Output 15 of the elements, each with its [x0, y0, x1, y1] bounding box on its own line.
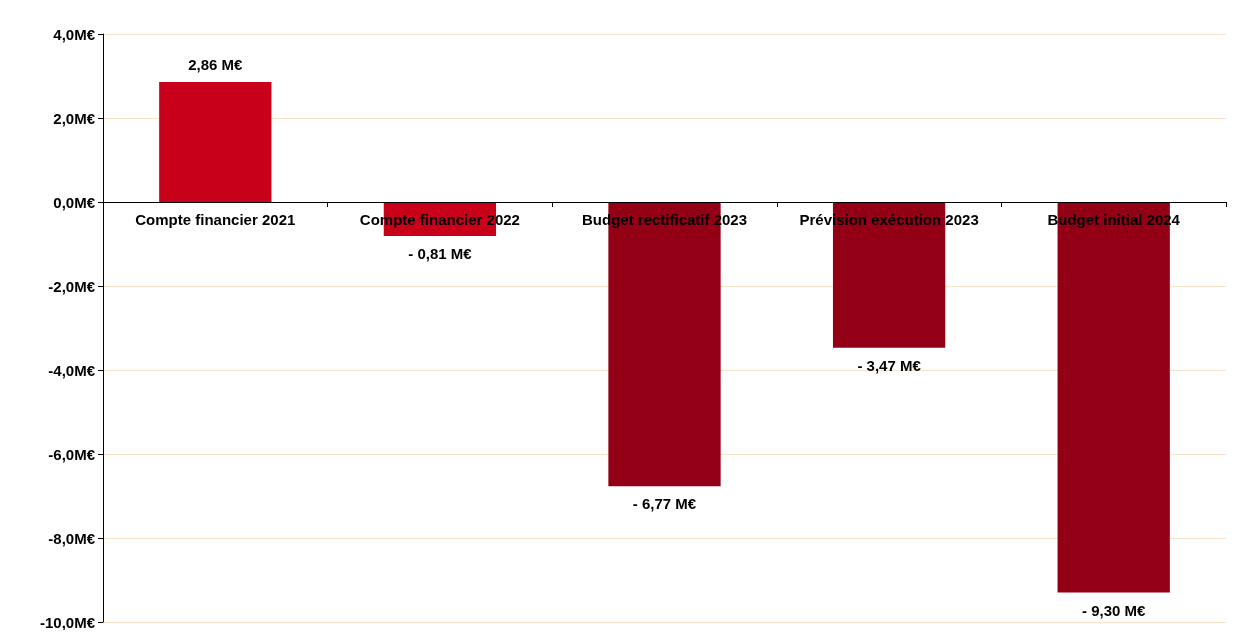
- y-tick-label: -4,0M€: [48, 361, 96, 379]
- data-label: 2,86 M€: [188, 55, 244, 73]
- y-tick-label: 4,0M€: [53, 25, 96, 43]
- y-tick-label: -2,0M€: [48, 277, 96, 295]
- y-tick-label: -6,0M€: [48, 445, 96, 463]
- y-tick-label: 0,0M€: [53, 193, 96, 211]
- x-tick-label: Compte financier 2021: [135, 211, 296, 228]
- y-tick-label: -10,0M€: [39, 613, 96, 631]
- data-label: - 3,47 M€: [857, 356, 922, 374]
- y-tick-label: 2,0M€: [53, 109, 96, 127]
- x-tick-label: Prévision exécution 2023: [799, 211, 979, 228]
- y-tick-label: -8,0M€: [48, 529, 96, 547]
- data-label: - 6,77 M€: [632, 495, 697, 513]
- data-label: - 0,81 M€: [408, 245, 473, 263]
- data-label: - 9,30 M€: [1082, 601, 1147, 619]
